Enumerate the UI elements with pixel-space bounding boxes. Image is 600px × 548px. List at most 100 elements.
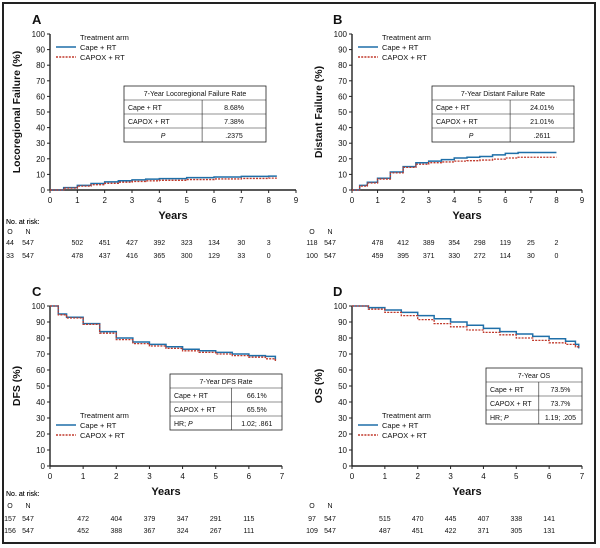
x-tick-label: 3 [130,196,135,205]
y-tick-label: 100 [334,30,348,39]
x-tick-label: 4 [481,472,486,481]
risk-cell-capox-rt: 388 [110,528,122,535]
risk-header-n: N [25,229,30,236]
risk-cell-cape-rt: 515 [379,516,391,523]
rate-table: 7-Year Distant Failure Rate Cape + RT 24.0… [431,85,575,143]
rate-table-row-label: HR; P [174,421,193,428]
risk-cell-capox-rt: 437 [99,253,111,260]
risk-cell-capox-rt: 129 [208,253,220,260]
risk-header-o: O [7,503,13,510]
x-tick-label: 0 [350,196,355,205]
y-tick-label: 60 [36,92,45,101]
y-axis-label: OS (%) [313,369,325,403]
y-tick-label: 90 [338,46,347,55]
risk-cell-cape-rt: 451 [99,240,111,247]
risk-cell-capox-rt: 487 [379,528,391,535]
risk-cell-capox-rt: 0 [554,253,558,260]
risk-header-n: N [327,229,332,236]
risk-cell-cape-rt: 407 [478,516,490,523]
risk-cell-cape-rt: 412 [397,240,409,247]
series-line-cape-rt [50,175,277,191]
risk-cell-cape-rt: 157 [4,516,16,523]
panel-label: A [32,12,42,27]
rate-table-row-value: 21.01% [530,119,554,126]
legend-title: Treatment arm [80,411,129,420]
legend-entry: CAPOX + RT [382,431,427,440]
x-tick-label: 5 [478,196,483,205]
y-tick-label: 0 [343,186,348,195]
legend-title: Treatment arm [80,33,129,42]
x-axis-label: Years [452,486,481,498]
rate-table-row-value: 73.5% [550,387,570,394]
x-tick-label: 8 [266,196,271,205]
risk-cell-capox-rt: 371 [478,528,490,535]
rate-table-row-label: Cape + RT [174,393,209,400]
x-tick-label: 1 [383,472,388,481]
x-tick-label: 1 [81,472,86,481]
y-tick-label: 100 [32,30,46,39]
x-tick-label: 2 [401,196,406,205]
y-tick-label: 20 [338,155,347,164]
y-tick-label: 10 [36,170,45,179]
x-tick-label: 4 [157,196,162,205]
series-line-capox-rt [50,177,277,191]
risk-cell-cape-rt: 2 [554,240,558,247]
y-tick-label: 90 [36,46,45,55]
series-line-capox-rt [352,305,580,349]
rate-table-row-value: 7.38% [224,119,244,126]
legend-title: Treatment arm [382,411,431,420]
y-tick-label: 80 [338,334,347,343]
y-tick-label: 0 [343,462,348,471]
risk-cell-cape-rt: 141 [543,516,555,523]
y-tick-label: 40 [36,398,45,407]
y-tick-label: 60 [338,366,347,375]
rate-table-row-value: .2375 [225,133,243,140]
risk-header-o: O [309,503,315,510]
risk-cell-cape-rt: 379 [144,516,156,523]
risk-table-label: No. at risk: [6,219,40,226]
risk-header-n: N [25,503,30,510]
risk-cell-cape-rt: 44 [6,240,14,247]
rate-table-row-label: CAPOX + RT [128,119,170,126]
x-tick-label: 0 [48,472,53,481]
risk-cell-cape-rt: 404 [110,516,122,523]
risk-cell-capox-rt: 33 [237,253,245,260]
y-tick-label: 70 [338,350,347,359]
y-tick-label: 40 [338,124,347,133]
risk-cell-cape-rt: 347 [177,516,189,523]
risk-cell-capox-rt: 416 [126,253,138,260]
x-tick-label: 2 [102,196,107,205]
panel-label: B [333,12,342,27]
x-tick-label: 0 [48,196,53,205]
y-tick-label: 80 [36,334,45,343]
risk-cell-cape-rt: 134 [208,240,220,247]
rate-table-row-value: 8.68% [224,105,244,112]
y-tick-label: 0 [41,186,46,195]
y-tick-label: 40 [338,398,347,407]
x-tick-label: 6 [212,196,217,205]
rate-table-title: 7-Year Locoregional Failure Rate [144,91,247,98]
y-tick-label: 50 [36,108,45,117]
rate-table-row-label: P [469,133,474,140]
risk-cell-capox-rt: 300 [181,253,193,260]
x-tick-label: 7 [529,196,534,205]
rate-table-row-label: CAPOX + RT [174,407,216,414]
risk-cell-cape-rt: 472 [77,516,89,523]
risk-cell-capox-rt: 547 [22,253,34,260]
risk-cell-cape-rt: 298 [474,240,486,247]
x-tick-label: 0 [350,472,355,481]
risk-table: No. at risk:O N44 547 502 451 427 392 323 134 30 3… [6,219,271,260]
y-axis-label: DFS (%) [11,366,23,406]
rate-table: 7-Year OS Cape + RT 73.5% CAPOX + RT 73.7% HR… [485,367,583,425]
y-tick-label: 30 [36,414,45,423]
y-tick-label: 30 [338,139,347,148]
rate-table-row-value: 65.5% [247,407,267,414]
risk-cell-cape-rt: 502 [71,240,83,247]
panel-label: D [333,284,342,299]
y-tick-label: 70 [36,77,45,86]
